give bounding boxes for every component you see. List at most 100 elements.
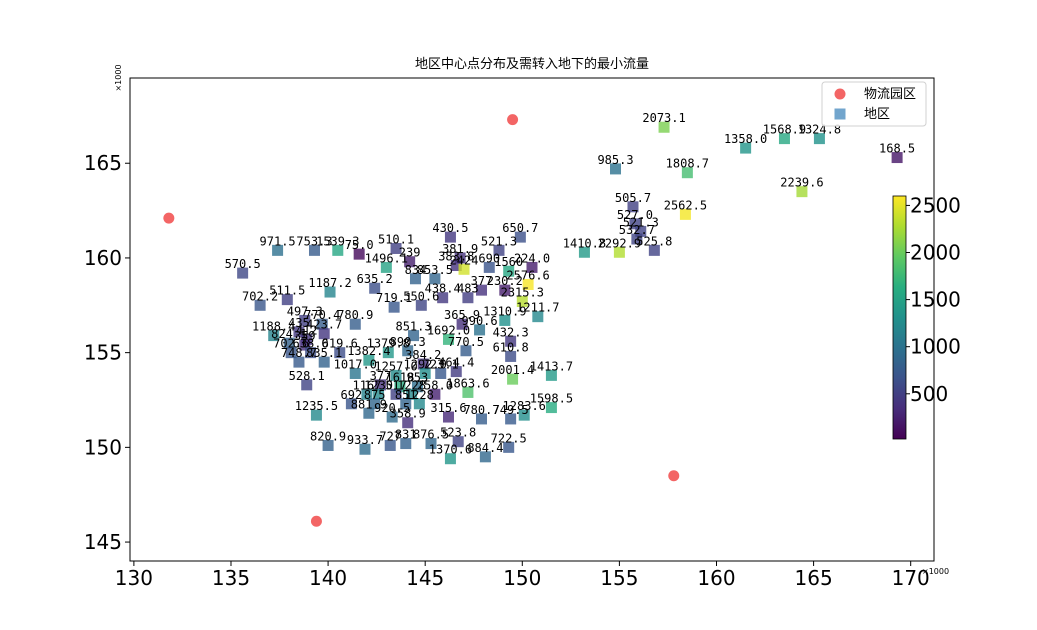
region-value-label: 1283.6	[503, 399, 546, 413]
y-tick-label: 155	[84, 341, 122, 365]
y-tick-label: 145	[84, 530, 122, 554]
region-value-label: 881.9	[351, 397, 387, 411]
region-marker	[402, 345, 414, 357]
region-value-label: 2239.6	[780, 176, 823, 190]
region-marker	[369, 398, 381, 410]
region-marker	[386, 411, 398, 423]
region-marker	[363, 354, 375, 366]
region-marker	[681, 167, 693, 179]
region-marker	[301, 333, 313, 345]
legend-frame	[821, 81, 927, 127]
region-value-label: 483	[457, 282, 479, 296]
region-marker	[507, 373, 519, 385]
region-value-label: 1310.9	[483, 304, 526, 318]
region-value-label: 971.5	[260, 234, 296, 248]
region-marker	[380, 261, 392, 273]
region-marker	[283, 337, 295, 349]
region-value-label: 780.7	[463, 403, 499, 417]
region-value-label: 168.5	[879, 142, 915, 156]
region-marker	[359, 443, 371, 455]
region-value-label: 521.3	[623, 215, 659, 229]
region-value-label: 505.7	[615, 191, 651, 205]
region-value-label: 953	[407, 371, 429, 385]
region-marker	[301, 379, 313, 391]
region-value-label: 511.5	[269, 284, 305, 298]
region-value-label: 876.5	[413, 428, 449, 442]
logistics-park-marker	[310, 515, 322, 527]
region-value-label: 239	[399, 246, 421, 260]
region-value-label: 824.1	[271, 327, 307, 341]
region-marker	[613, 246, 625, 258]
region-marker	[285, 347, 297, 359]
region-value-label: 523.8	[440, 426, 476, 440]
region-marker	[648, 244, 660, 256]
region-marker	[578, 246, 590, 258]
region-value-label: 435	[288, 316, 310, 330]
x-tick-label: 155	[600, 566, 638, 590]
region-marker	[409, 273, 421, 285]
region-value-label: 384.2	[405, 348, 441, 362]
region-marker	[493, 244, 505, 256]
region-marker	[268, 330, 280, 342]
colorbar-ticks: 500 1000 1500 2000 2500	[906, 193, 961, 406]
region-marker	[460, 345, 472, 357]
region-value-label: 920.5	[374, 401, 410, 415]
region-value-label: 702.6	[273, 337, 309, 351]
region-marker	[476, 413, 488, 425]
region-value-label: 497.3	[287, 304, 323, 318]
region-marker	[479, 451, 491, 463]
region-value-label: 1211.7	[516, 301, 559, 315]
region-value-label: 890.3	[390, 335, 426, 349]
region-value-label: 770.4	[304, 308, 340, 322]
region-value-label: 638.0	[293, 337, 329, 351]
region-marker	[518, 409, 530, 421]
region-marker	[419, 367, 431, 379]
region-marker	[408, 330, 420, 342]
region-marker	[679, 208, 691, 220]
region-marker	[474, 324, 486, 336]
region-marker	[476, 284, 488, 296]
region-markers	[237, 121, 903, 465]
colorbar: 500 1000 1500 2000 2500	[892, 193, 961, 440]
region-marker	[442, 411, 454, 423]
region-marker	[505, 350, 517, 362]
colorbar-tick-label: 2000	[910, 241, 961, 265]
region-value-label: 377	[370, 369, 392, 383]
region-value-label: 358.9	[390, 407, 426, 421]
region-marker	[373, 388, 385, 400]
region-value-label: 423.7	[306, 318, 342, 332]
region-value-label: 570.5	[225, 257, 261, 271]
region-value-label: 224.0	[514, 251, 550, 265]
logistics-park-marker	[668, 470, 680, 482]
region-marker	[505, 413, 517, 425]
region-marker	[254, 299, 266, 311]
region-marker	[796, 186, 808, 198]
region-marker	[293, 356, 305, 368]
region-value-label: 1863.6	[446, 376, 489, 390]
colorbar-tick-label: 2500	[910, 193, 961, 217]
chart-title: 地区中心点分布及需转入地下的最小流量	[415, 56, 649, 72]
x-tick-label: 130	[115, 566, 153, 590]
y-tick-label: 165	[84, 151, 122, 175]
region-marker	[411, 381, 423, 393]
region-value-label: 1228	[397, 378, 426, 392]
region-marker	[322, 439, 334, 451]
legend-region-label: 地区	[864, 107, 890, 122]
region-value-label: 933.7	[347, 433, 383, 447]
legend-park-label: 物流园区	[864, 87, 916, 102]
region-value-label: 690	[478, 251, 500, 265]
region-marker	[404, 256, 416, 268]
region-value-label: 1598.5	[530, 392, 573, 406]
region-value-label: 521.3	[481, 234, 517, 248]
region-value-label: 464.4	[438, 356, 474, 370]
region-marker	[450, 260, 462, 272]
region-marker	[272, 244, 284, 256]
region-value-label: 1560	[494, 255, 523, 269]
region-value-label: 990.6	[462, 314, 498, 328]
region-marker	[390, 242, 402, 254]
region-marker	[334, 347, 346, 359]
region-value-label: 1382.4	[347, 344, 390, 358]
region-marker	[429, 273, 441, 285]
region-value-label: 1167	[352, 378, 381, 392]
park-markers	[163, 114, 680, 527]
